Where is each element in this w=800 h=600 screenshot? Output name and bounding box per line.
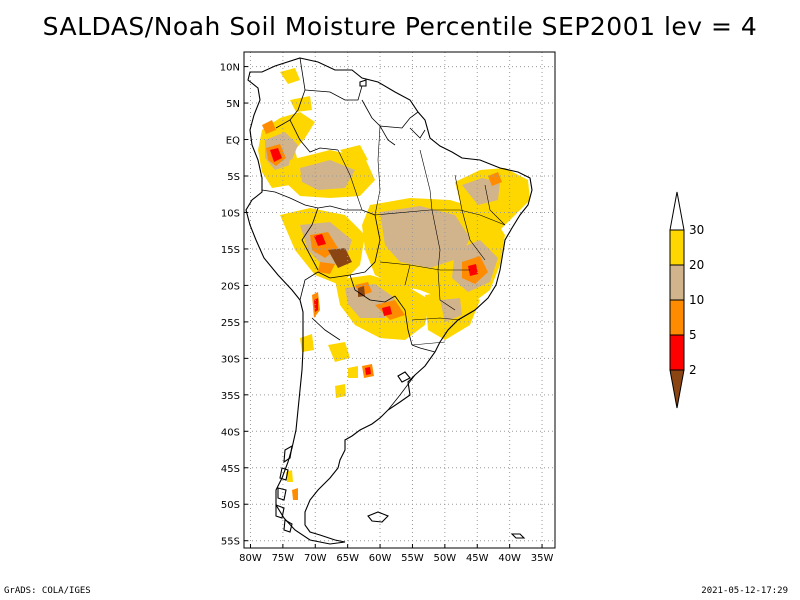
shade-region — [262, 120, 276, 134]
border — [361, 99, 396, 146]
lat-tick-label: 55S — [221, 537, 240, 548]
shade-region — [292, 488, 298, 500]
falkland-islands — [367, 511, 389, 523]
border — [311, 317, 341, 341]
shade-region — [348, 366, 358, 378]
lat-tick-label: 35S — [221, 391, 240, 402]
lat-tick-label: 30S — [221, 354, 240, 365]
state-border — [454, 174, 486, 261]
colorbar-bin — [669, 191, 685, 231]
lon-tick-label: 60W — [369, 553, 392, 564]
colorbar-bin — [669, 229, 685, 266]
shade-region — [300, 160, 355, 190]
map-title: SALDAS/Noah Soil Moisture Percentile SEP… — [42, 12, 758, 41]
chile-islands — [275, 444, 293, 533]
lon-tick-label: 35W — [531, 553, 554, 564]
state-border — [437, 269, 456, 311]
shade-region — [462, 178, 500, 205]
border — [299, 271, 331, 301]
shade-region — [468, 264, 478, 276]
lat-tick-label: 25S — [221, 318, 240, 329]
percentile-shading — [258, 68, 530, 500]
border — [394, 295, 413, 346]
colorbar-bin — [669, 334, 685, 371]
shade-region — [335, 384, 346, 398]
island — [510, 533, 526, 539]
shade-region — [318, 262, 335, 274]
border — [317, 205, 376, 216]
border — [411, 344, 436, 353]
colorbar-label: 20 — [689, 258, 704, 272]
lon-tick-label: 65W — [336, 553, 359, 564]
state-border — [374, 209, 506, 226]
colorbar-legend: 2 5 10 20 30 — [669, 191, 704, 409]
lat-tick-label: 40S — [221, 427, 240, 438]
state-border — [404, 264, 411, 286]
border — [275, 57, 306, 129]
lon-tick-label: 40W — [498, 553, 521, 564]
lat-tick-label: 15S — [221, 245, 240, 256]
state-border — [411, 317, 461, 321]
state-border — [379, 261, 470, 271]
colorbar-label: 5 — [689, 328, 697, 342]
shade-region — [300, 334, 314, 352]
border — [379, 111, 419, 129]
state-border — [337, 149, 363, 211]
shade-region — [270, 148, 282, 162]
border — [301, 207, 319, 271]
state-border — [411, 341, 446, 346]
shade-region — [328, 342, 350, 362]
lon-tick-label: 45W — [466, 553, 489, 564]
lake — [397, 371, 411, 383]
colorbar-bin — [669, 299, 685, 336]
lat-tick-label: EQ — [226, 136, 240, 147]
lon-tick-label: 75W — [272, 553, 295, 564]
shade-region — [314, 234, 326, 246]
longitude-labels: 80W 75W 70W 65W 60W 55W 50W 45W 40W 35W — [239, 544, 553, 564]
lat-tick-label: 20S — [221, 281, 240, 292]
lon-tick-label: 70W — [304, 553, 327, 564]
shade-region — [380, 206, 470, 268]
state-border — [374, 125, 381, 216]
border — [261, 189, 319, 209]
border — [387, 374, 416, 411]
footer-timestamp: 2021-05-12-17:29 — [701, 586, 788, 596]
state-border — [484, 184, 506, 226]
shade-region — [365, 367, 371, 375]
lat-tick-label: 5N — [226, 99, 240, 110]
border — [304, 85, 363, 101]
south-america-coastline — [245, 57, 533, 545]
lat-tick-label: 10S — [221, 208, 240, 219]
lon-tick-label: 50W — [434, 553, 457, 564]
map-grid — [244, 52, 555, 548]
border — [349, 274, 396, 303]
border — [329, 214, 381, 279]
lat-tick-label: 5S — [227, 172, 240, 183]
colorbar-bin — [669, 369, 685, 409]
shade-region — [488, 172, 502, 186]
latitude-labels: 10N 5N EQ 5S 10S 15S 20S 25S 30S 35S 40S 45S 50S 55S — [220, 63, 248, 548]
lat-tick-label: 50S — [221, 500, 240, 511]
shade-region — [340, 145, 368, 164]
colorbar-label: 30 — [689, 223, 704, 237]
coastline — [245, 57, 533, 545]
shade-region — [280, 68, 300, 84]
trinidad — [359, 79, 367, 87]
lon-tick-label: 80W — [239, 553, 262, 564]
colorbar-bin — [669, 264, 685, 301]
border — [289, 119, 339, 153]
border — [409, 127, 426, 139]
footer-credit: GrADS: COLA/IGES — [4, 586, 91, 596]
shade-region — [328, 248, 352, 268]
shade-region — [358, 286, 365, 297]
shade-region — [290, 96, 312, 112]
lon-tick-label: 55W — [401, 553, 424, 564]
colorbar-label: 2 — [689, 363, 697, 377]
colorbar-label: 10 — [689, 293, 704, 307]
lat-tick-label: 10N — [220, 63, 240, 74]
lat-tick-label: 45S — [221, 464, 240, 475]
shade-region — [382, 306, 392, 316]
map-frame — [243, 51, 556, 549]
